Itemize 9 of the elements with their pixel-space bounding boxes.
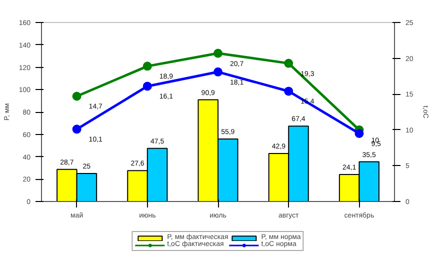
point bbox=[142, 62, 152, 71]
point bbox=[214, 67, 222, 76]
point bbox=[72, 124, 82, 134]
point bbox=[354, 128, 364, 138]
point bbox=[284, 58, 294, 68]
point bbox=[142, 82, 152, 91]
point bbox=[214, 48, 222, 58]
point bbox=[284, 86, 294, 96]
point bbox=[72, 92, 82, 101]
